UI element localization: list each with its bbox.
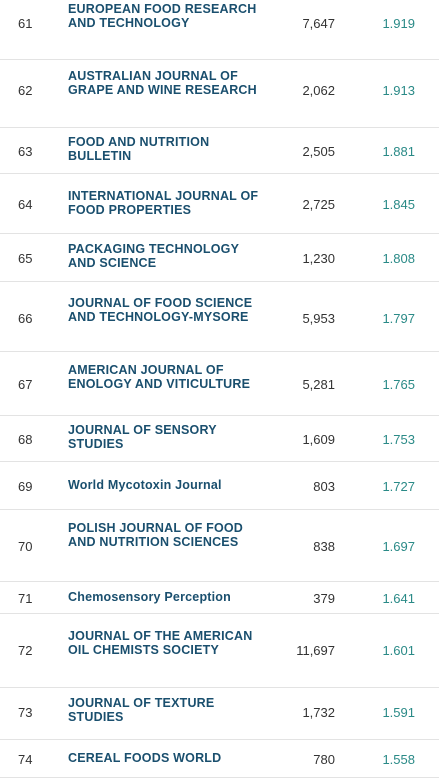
- impact-factor-cell: 1.601: [382, 643, 415, 658]
- table-row: 65 PACKAGING TECHNOLOGY AND SCIENCE 1,230 1…: [0, 234, 439, 282]
- impact-factor-cell: 1.845: [382, 197, 415, 212]
- table-row: 64 INTERNATIONAL JOURNAL OF FOOD PROPERTI…: [0, 174, 439, 234]
- journal-title-link[interactable]: JOURNAL OF TEXTURE STUDIES: [68, 696, 215, 724]
- table-row: 74 CEREAL FOODS WORLD 780 1.558: [0, 740, 439, 778]
- total-cites-cell: 2,062: [302, 83, 335, 98]
- rank-cell: 68: [18, 432, 33, 447]
- rank-cell: 67: [18, 377, 33, 392]
- journal-title-link[interactable]: PACKAGING TECHNOLOGY AND SCIENCE: [68, 242, 239, 270]
- impact-factor-cell: 1.808: [382, 251, 415, 266]
- total-cites-cell: 5,953: [302, 311, 335, 326]
- rank-cell: 63: [18, 144, 33, 159]
- total-cites-cell: 1,230: [302, 251, 335, 266]
- impact-factor-cell: 1.727: [382, 479, 415, 494]
- table-row: 67 AMERICAN JOURNAL OF ENOLOGY AND VITICU…: [0, 352, 439, 416]
- rank-cell: 64: [18, 197, 33, 212]
- total-cites-cell: 1,732: [302, 705, 335, 720]
- table-row: 72 JOURNAL OF THE AMERICAN OIL CHEMISTS S…: [0, 614, 439, 688]
- impact-factor-cell: 1.697: [382, 539, 415, 554]
- table-row: 62 AUSTRALIAN JOURNAL OF GRAPE AND WINE R…: [0, 60, 439, 128]
- impact-factor-cell: 1.881: [382, 144, 415, 159]
- rank-cell: 69: [18, 479, 33, 494]
- journal-title-link[interactable]: JOURNAL OF FOOD SCIENCE AND TECHNOLOGY-M…: [68, 296, 253, 324]
- journal-title-link[interactable]: AMERICAN JOURNAL OF ENOLOGY AND VITICULT…: [68, 363, 251, 391]
- rank-cell: 61: [18, 16, 33, 31]
- journal-title-link[interactable]: Chemosensory Perception: [68, 590, 231, 604]
- rank-cell: 70: [18, 539, 33, 554]
- total-cites-cell: 838: [313, 539, 335, 554]
- impact-factor-cell: 1.919: [382, 16, 415, 31]
- rank-cell: 72: [18, 643, 33, 658]
- table-row: 63 FOOD AND NUTRITION BULLETIN 2,505 1.881: [0, 128, 439, 174]
- total-cites-cell: 2,725: [302, 197, 335, 212]
- total-cites-cell: 5,281: [302, 377, 335, 392]
- rank-cell: 62: [18, 83, 33, 98]
- table-row: 68 JOURNAL OF SENSORY STUDIES 1,609 1.753: [0, 416, 439, 462]
- total-cites-cell: 803: [313, 479, 335, 494]
- table-row: 69 World Mycotoxin Journal 803 1.727: [0, 462, 439, 510]
- rank-cell: 65: [18, 251, 33, 266]
- table-row: 73 JOURNAL OF TEXTURE STUDIES 1,732 1.591: [0, 688, 439, 740]
- total-cites-cell: 2,505: [302, 144, 335, 159]
- journal-title-link[interactable]: INTERNATIONAL JOURNAL OF FOOD PROPERTIES: [68, 189, 259, 217]
- impact-factor-cell: 1.558: [382, 752, 415, 767]
- total-cites-cell: 379: [313, 591, 335, 606]
- total-cites-cell: 11,697: [296, 643, 335, 658]
- journal-title-link[interactable]: FOOD AND NUTRITION BULLETIN: [68, 135, 210, 163]
- rank-cell: 73: [18, 705, 33, 720]
- journal-title-link[interactable]: CEREAL FOODS WORLD: [68, 751, 222, 765]
- journal-title-link[interactable]: AUSTRALIAN JOURNAL OF GRAPE AND WINE RES…: [68, 69, 257, 97]
- table-row: 61 EUROPEAN FOOD RESEARCH AND TECHNOLOGY 7…: [0, 0, 439, 60]
- total-cites-cell: 780: [313, 752, 335, 767]
- impact-factor-cell: 1.913: [382, 83, 415, 98]
- total-cites-cell: 1,609: [302, 432, 335, 447]
- journal-title-link[interactable]: POLISH JOURNAL OF FOOD AND NUTRITION SCI…: [68, 521, 244, 549]
- rank-cell: 74: [18, 752, 33, 767]
- journal-title-link[interactable]: World Mycotoxin Journal: [68, 478, 222, 492]
- impact-factor-cell: 1.641: [382, 591, 415, 606]
- rank-cell: 66: [18, 311, 33, 326]
- table-row: 66 JOURNAL OF FOOD SCIENCE AND TECHNOLOGY…: [0, 282, 439, 352]
- impact-factor-cell: 1.753: [382, 432, 415, 447]
- table-row: 71 Chemosensory Perception 379 1.641: [0, 582, 439, 614]
- impact-factor-cell: 1.765: [382, 377, 415, 392]
- journal-title-link[interactable]: JOURNAL OF THE AMERICAN OIL CHEMISTS SOC…: [68, 629, 253, 657]
- total-cites-cell: 7,647: [302, 16, 335, 31]
- table-row: 70 POLISH JOURNAL OF FOOD AND NUTRITION S…: [0, 510, 439, 582]
- journal-title-link[interactable]: JOURNAL OF SENSORY STUDIES: [68, 423, 217, 451]
- impact-factor-cell: 1.591: [382, 705, 415, 720]
- impact-factor-cell: 1.797: [382, 311, 415, 326]
- rank-cell: 71: [18, 591, 33, 606]
- journal-title-link[interactable]: EUROPEAN FOOD RESEARCH AND TECHNOLOGY: [68, 2, 257, 30]
